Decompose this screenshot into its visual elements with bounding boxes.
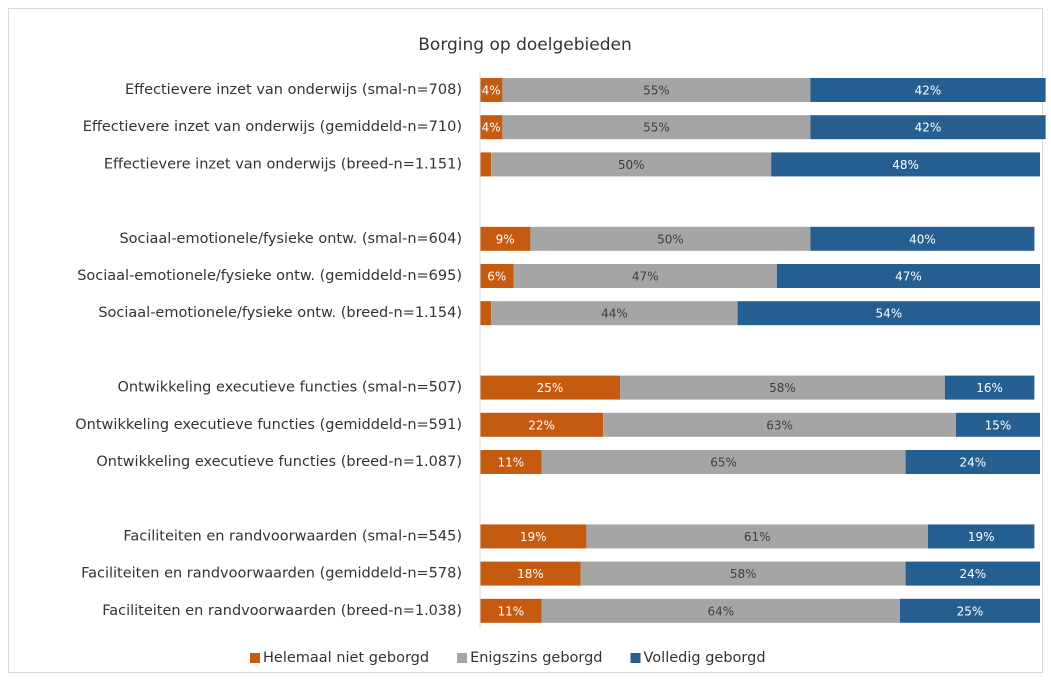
legend-label: Helemaal niet geborgd: [263, 650, 429, 666]
bar-segment: [530, 226, 811, 251]
data-label: 9%: [496, 232, 515, 246]
data-label: 47%: [632, 270, 659, 284]
bar-segment: [502, 78, 811, 102]
data-label: 25%: [537, 381, 564, 395]
bar-segment: [580, 561, 906, 586]
data-label: 61%: [744, 530, 771, 544]
y-tick-label: Faciliteiten en randvoorwaarden (breed-n…: [102, 603, 462, 619]
bar-segment: [480, 78, 503, 102]
legend-swatch: [457, 653, 468, 663]
chart-title: Borging op doelgebieden: [418, 35, 631, 55]
data-label: 4%: [482, 121, 501, 135]
bar-segment: [905, 561, 1040, 586]
bar-segment: [956, 412, 1040, 437]
bar-segment: [620, 375, 945, 400]
bar-segment: [541, 450, 906, 474]
data-label: 11%: [497, 604, 524, 618]
y-tick-label: Sociaal-emotionele/fysieke ontw. (breed-…: [98, 305, 462, 321]
bar-segment: [491, 152, 772, 177]
y-tick-label: Effectievere inzet van onderwijs (gemidd…: [83, 119, 462, 135]
data-label: 42%: [915, 84, 942, 98]
data-label: 6%: [487, 270, 506, 284]
legend-label: Enigszins geborgd: [470, 650, 602, 666]
data-label: 11%: [497, 456, 524, 470]
bar-segment: [586, 524, 928, 549]
bar-segment: [480, 152, 492, 177]
data-label: 54%: [875, 307, 902, 321]
data-label: 50%: [618, 158, 645, 172]
bar-segment: [810, 115, 1046, 140]
data-label: 16%: [976, 381, 1003, 395]
bar-segment: [480, 412, 604, 437]
data-label: 44%: [601, 307, 628, 321]
data-label: 24%: [959, 456, 986, 470]
data-label: 18%: [517, 567, 544, 581]
bar-segment: [480, 524, 587, 549]
bar-segment: [502, 115, 811, 140]
data-label: 25%: [957, 604, 984, 618]
bar-segment: [776, 264, 1040, 288]
data-label: 63%: [766, 418, 793, 432]
data-label: 55%: [643, 84, 670, 98]
bar-segment: [737, 301, 1040, 326]
bar-segment: [480, 301, 492, 326]
data-label: 15%: [985, 418, 1012, 432]
y-tick-label: Faciliteiten en randvoorwaarden (smal-n=…: [123, 528, 462, 544]
data-label: 24%: [959, 567, 986, 581]
data-label: 19%: [968, 530, 995, 544]
data-label: 22%: [528, 418, 555, 432]
data-label: 19%: [520, 530, 547, 544]
y-tick-label: Sociaal-emotionele/fysieke ontw. (gemidd…: [77, 268, 462, 284]
data-label: 58%: [730, 567, 757, 581]
data-label: 48%: [892, 158, 919, 172]
bar-segment: [480, 450, 542, 474]
bar-segment: [480, 115, 503, 140]
bar-segment: [480, 226, 531, 251]
y-tick-label: Effectievere inzet van onderwijs (breed-…: [104, 156, 462, 172]
bar-segment: [491, 301, 738, 326]
data-label: 58%: [769, 381, 796, 395]
data-label: 40%: [909, 232, 936, 246]
bar-segment: [944, 375, 1035, 400]
bar-segment: [603, 412, 956, 437]
y-tick-label: Effectievere inzet van onderwijs (smal-n…: [125, 82, 462, 98]
data-label: 4%: [482, 84, 501, 98]
data-label: 47%: [895, 270, 922, 284]
y-tick-label: Ontwikkeling executieve functies (gemidd…: [75, 417, 462, 433]
bar-segment: [771, 152, 1040, 177]
y-tick-label: Ontwikkeling executieve functies (breed-…: [96, 454, 462, 470]
legend-label: Volledig geborgd: [644, 650, 766, 666]
data-label: 55%: [643, 121, 670, 135]
data-label: 50%: [657, 232, 684, 246]
bar-segment: [541, 598, 900, 623]
bar-segment: [810, 226, 1035, 251]
bar-segment: [900, 598, 1040, 623]
y-tick-label: Faciliteiten en randvoorwaarden (gemidde…: [81, 566, 462, 582]
legend-swatch: [630, 653, 641, 663]
bar-segment: [928, 524, 1035, 549]
bar-segment: [810, 78, 1046, 102]
legend-swatch: [250, 653, 260, 663]
data-label: 65%: [710, 456, 737, 470]
bar-segment: [480, 598, 542, 623]
data-label: 64%: [707, 604, 734, 618]
bar-segment: [513, 264, 777, 288]
y-tick-label: Ontwikkeling executieve functies (smal-n…: [118, 380, 462, 396]
bar-segment: [480, 561, 581, 586]
bar-segment: [480, 264, 514, 288]
bar-segment: [480, 375, 620, 400]
y-tick-label: Sociaal-emotionele/fysieke ontw. (smal-n…: [119, 231, 462, 247]
bar-segment: [905, 450, 1040, 474]
data-label: 42%: [915, 121, 942, 135]
